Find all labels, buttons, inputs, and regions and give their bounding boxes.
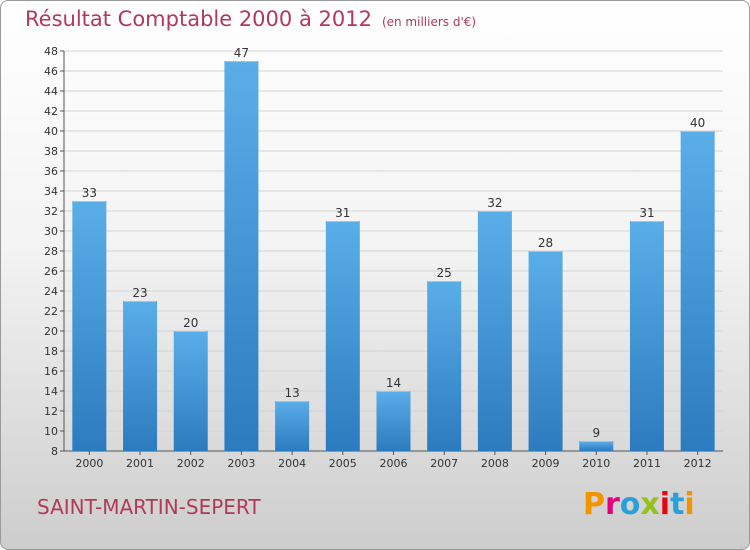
y-tick-label: 10 (44, 425, 58, 438)
y-tick-label: 20 (44, 325, 58, 338)
y-tick-label: 14 (44, 385, 58, 398)
bar-2005 (325, 221, 360, 451)
y-tick-label: 34 (44, 185, 58, 198)
data-label: 28 (538, 236, 553, 250)
x-tick-label: 2009 (532, 457, 560, 470)
bar-2006 (376, 391, 411, 451)
logo-letter: i (659, 487, 671, 522)
y-tick-label: 18 (44, 345, 58, 358)
data-label: 20 (183, 316, 198, 330)
chart-title: Résultat Comptable 2000 à 2012 (en millie… (25, 7, 476, 31)
town-name: SAINT-MARTIN-SEPERT (37, 495, 261, 519)
x-tick-label: 2004 (278, 457, 306, 470)
y-tick-label: 36 (44, 165, 58, 178)
logo-letter: r (605, 487, 620, 522)
y-tick-label: 42 (44, 105, 58, 118)
data-label: 47 (234, 46, 249, 60)
y-tick-label: 26 (44, 265, 58, 278)
proxiti-logo: Proxiti (583, 487, 695, 522)
bar-2003 (224, 61, 259, 451)
x-tick-label: 2002 (177, 457, 205, 470)
y-tick-label: 38 (44, 145, 58, 158)
data-label: 31 (639, 206, 654, 220)
bar-2008 (477, 211, 512, 451)
logo-letter: t (670, 487, 685, 522)
y-tick-label: 8 (51, 445, 58, 458)
bar-2009 (528, 251, 563, 451)
x-tick-label: 2011 (633, 457, 661, 470)
bar-2012 (680, 131, 715, 451)
logo-letter: i (684, 487, 695, 522)
x-tick-label: 2008 (481, 457, 509, 470)
bar-2004 (275, 401, 310, 451)
x-tick-label: 2006 (380, 457, 408, 470)
data-label: 25 (437, 266, 452, 280)
x-tick-label: 2007 (430, 457, 458, 470)
y-tick-label: 22 (44, 305, 58, 318)
bar-2007 (427, 281, 462, 451)
bar-2010 (579, 441, 614, 451)
y-tick-label: 24 (44, 285, 58, 298)
data-label: 14 (386, 376, 401, 390)
x-tick-label: 2000 (75, 457, 103, 470)
y-tick-label: 48 (44, 45, 58, 58)
data-label: 31 (335, 206, 350, 220)
data-label: 32 (487, 196, 502, 210)
title-unit: (en milliers d'€) (381, 15, 477, 29)
data-label: 40 (690, 116, 705, 130)
data-label: 13 (284, 386, 299, 400)
bar-2001 (123, 301, 158, 451)
bar-layer: 33 23 20 47 13 31 14 25 32 28 9 31 40 (72, 46, 715, 451)
x-tick-label: 2005 (329, 457, 357, 470)
data-label: 33 (82, 186, 97, 200)
logo-letter: o (619, 487, 641, 522)
logo-letter: P (583, 487, 605, 522)
logo-letter: x (640, 487, 660, 522)
y-tick-label: 28 (44, 245, 58, 258)
y-tick-label: 44 (44, 85, 58, 98)
y-tick-label: 32 (44, 205, 58, 218)
bar-2002 (173, 331, 208, 451)
x-tick-label: 2012 (684, 457, 712, 470)
x-tick-label: 2001 (126, 457, 154, 470)
data-label: 9 (592, 426, 600, 440)
y-tick-label: 12 (44, 405, 58, 418)
x-tick-label: 2010 (582, 457, 610, 470)
axis-layer: 8 10 12 14 16 18 20 22 24 26 28 30 32 34 36 38 40 42 44 46 4… (44, 45, 723, 470)
bar-2000 (72, 201, 107, 451)
y-tick-label: 40 (44, 125, 58, 138)
title-text: Résultat Comptable 2000 à 2012 (25, 7, 372, 31)
data-label: 23 (132, 286, 147, 300)
y-tick-label: 30 (44, 225, 58, 238)
x-tick-label: 2003 (227, 457, 255, 470)
bar-2011 (629, 221, 664, 451)
y-tick-label: 16 (44, 365, 58, 378)
y-tick-label: 46 (44, 65, 58, 78)
